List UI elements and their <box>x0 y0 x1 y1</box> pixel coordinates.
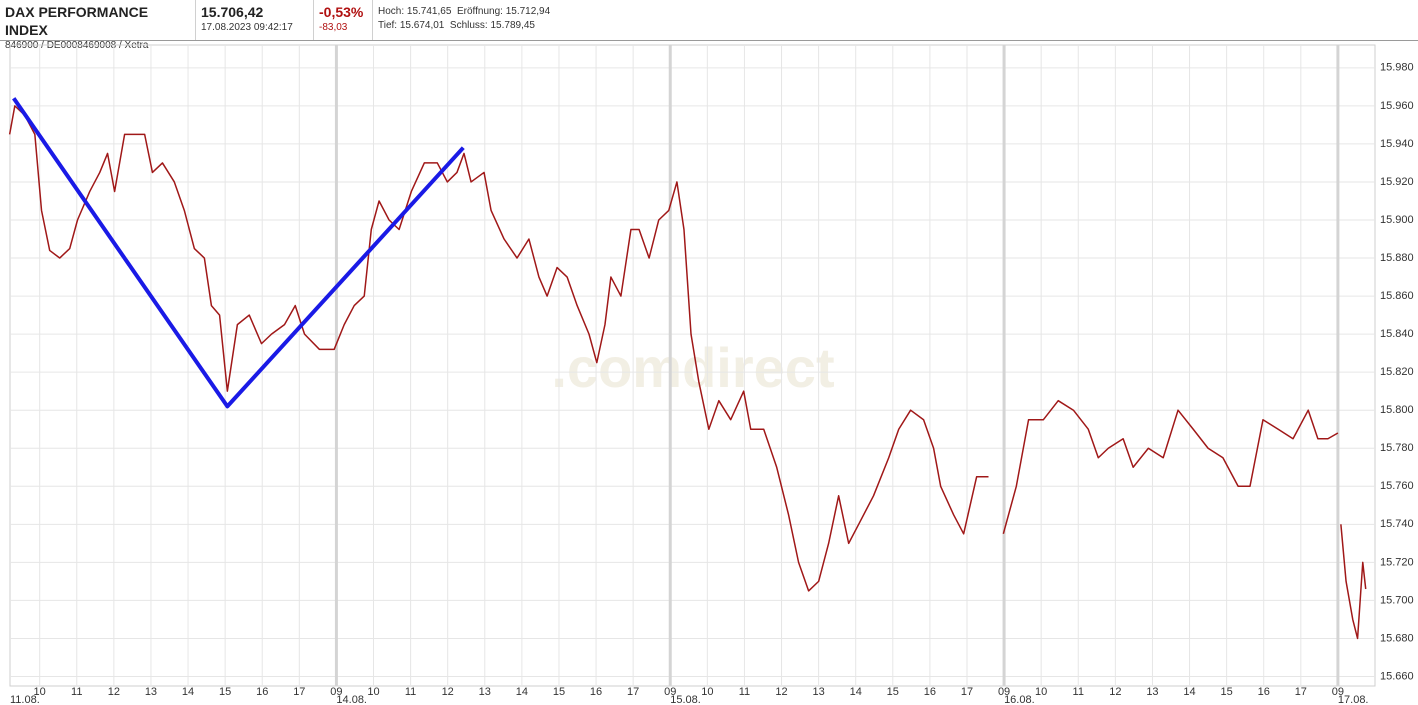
y-tick-label: 15.680 <box>1380 632 1414 644</box>
y-tick-label: 15.780 <box>1380 442 1414 454</box>
x-tick-label: 11 <box>405 686 416 698</box>
x-tick-label: 15 <box>1221 686 1233 698</box>
y-tick-label: 15.960 <box>1380 100 1414 112</box>
x-tick-label: 14 <box>850 686 862 698</box>
low-close: Tief: 15.674,01 Schluss: 15.789,45 <box>378 19 588 33</box>
y-tick-label: 15.840 <box>1380 328 1414 340</box>
x-tick-label: 12 <box>108 686 120 698</box>
low: Tief: 15.674,01 <box>378 20 445 31</box>
x-tick-label: 17 <box>961 686 973 698</box>
x-tick-label: 13 <box>1146 686 1158 698</box>
x-tick-label: 17 <box>1295 686 1307 698</box>
y-tick-label: 15.760 <box>1380 480 1414 492</box>
price-line <box>1340 524 1367 640</box>
x-tick-label: 12 <box>775 686 787 698</box>
plot-frame <box>9 44 1376 687</box>
y-tick-label: 15.920 <box>1380 176 1414 188</box>
change-percent: -0,53% <box>319 4 364 20</box>
y-tick-label: 15.900 <box>1380 214 1414 226</box>
y-tick-label: 15.800 <box>1380 404 1414 416</box>
x-tick-label: 17 <box>293 686 305 698</box>
x-tick-label: 13 <box>145 686 157 698</box>
x-tick-label: 14 <box>516 686 528 698</box>
x-tick-label: 13 <box>812 686 824 698</box>
open: Eröffnung: 15.712,94 <box>456 6 551 17</box>
high: Hoch: 15.741,65 <box>378 6 452 17</box>
y-tick-label: 15.860 <box>1380 290 1414 302</box>
y-tick-label: 15.820 <box>1380 366 1414 378</box>
x-tick-label: 15 <box>887 686 899 698</box>
date-label: 14.08. <box>336 694 367 705</box>
change-cell: -0,53% -83,03 <box>314 0 373 40</box>
x-tick-label: 13 <box>479 686 491 698</box>
y-tick-label: 15.940 <box>1380 138 1414 150</box>
date-label: 16.08. <box>1004 694 1035 705</box>
high-open: Hoch: 15.741,65 Eröffnung: 15.712,94 <box>378 5 588 19</box>
close: Schluss: 15.789,45 <box>449 20 535 31</box>
range-cell: Hoch: 15.741,65 Eröffnung: 15.712,94 Tie… <box>373 0 593 40</box>
last-price: 15.706,42 <box>201 4 264 20</box>
x-tick-label: 11 <box>71 686 82 698</box>
x-tick-label: 10 <box>34 686 46 698</box>
x-tick-label: 16 <box>1258 686 1270 698</box>
price-line <box>8 105 989 592</box>
x-tick-label: 15 <box>553 686 565 698</box>
x-tick-label: 09 <box>1332 686 1344 698</box>
y-tick-label: 15.700 <box>1380 594 1414 606</box>
x-tick-label: 10 <box>1035 686 1047 698</box>
x-tick-label: 15 <box>219 686 231 698</box>
x-tick-label: 17 <box>627 686 639 698</box>
instrument-name: DAX PERFORMANCE INDEX <box>5 4 149 38</box>
x-tick-label: 16 <box>924 686 936 698</box>
price-cell: 15.706,42 17.08.2023 09:42:17 <box>196 0 314 40</box>
x-tick-label: 09 <box>664 686 676 698</box>
price-line <box>1002 399 1339 535</box>
date-label: 11.08. <box>10 694 40 705</box>
x-tick-label: 09 <box>330 686 342 698</box>
x-tick-label: 11 <box>1073 686 1084 698</box>
x-tick-label: 10 <box>701 686 713 698</box>
x-tick-label: 12 <box>1109 686 1121 698</box>
date-label: 15.08. <box>670 694 701 705</box>
trend-line <box>12 97 465 409</box>
x-tick-label: 10 <box>367 686 379 698</box>
date-label: 17.08. <box>1338 694 1369 705</box>
y-tick-label: 15.660 <box>1380 670 1414 682</box>
timestamp: 17.08.2023 09:42:17 <box>201 22 293 33</box>
y-tick-label: 15.740 <box>1380 518 1414 530</box>
x-tick-label: 14 <box>182 686 194 698</box>
x-tick-label: 14 <box>1183 686 1195 698</box>
y-tick-label: 15.980 <box>1380 62 1414 74</box>
y-tick-label: 15.880 <box>1380 252 1414 264</box>
x-tick-label: 11 <box>739 686 750 698</box>
y-tick-label: 15.720 <box>1380 556 1414 568</box>
x-tick-label: 12 <box>442 686 454 698</box>
x-tick-label: 16 <box>590 686 602 698</box>
change-abs: -83,03 <box>319 22 348 33</box>
x-tick-label: 16 <box>256 686 268 698</box>
x-tick-label: 09 <box>998 686 1010 698</box>
